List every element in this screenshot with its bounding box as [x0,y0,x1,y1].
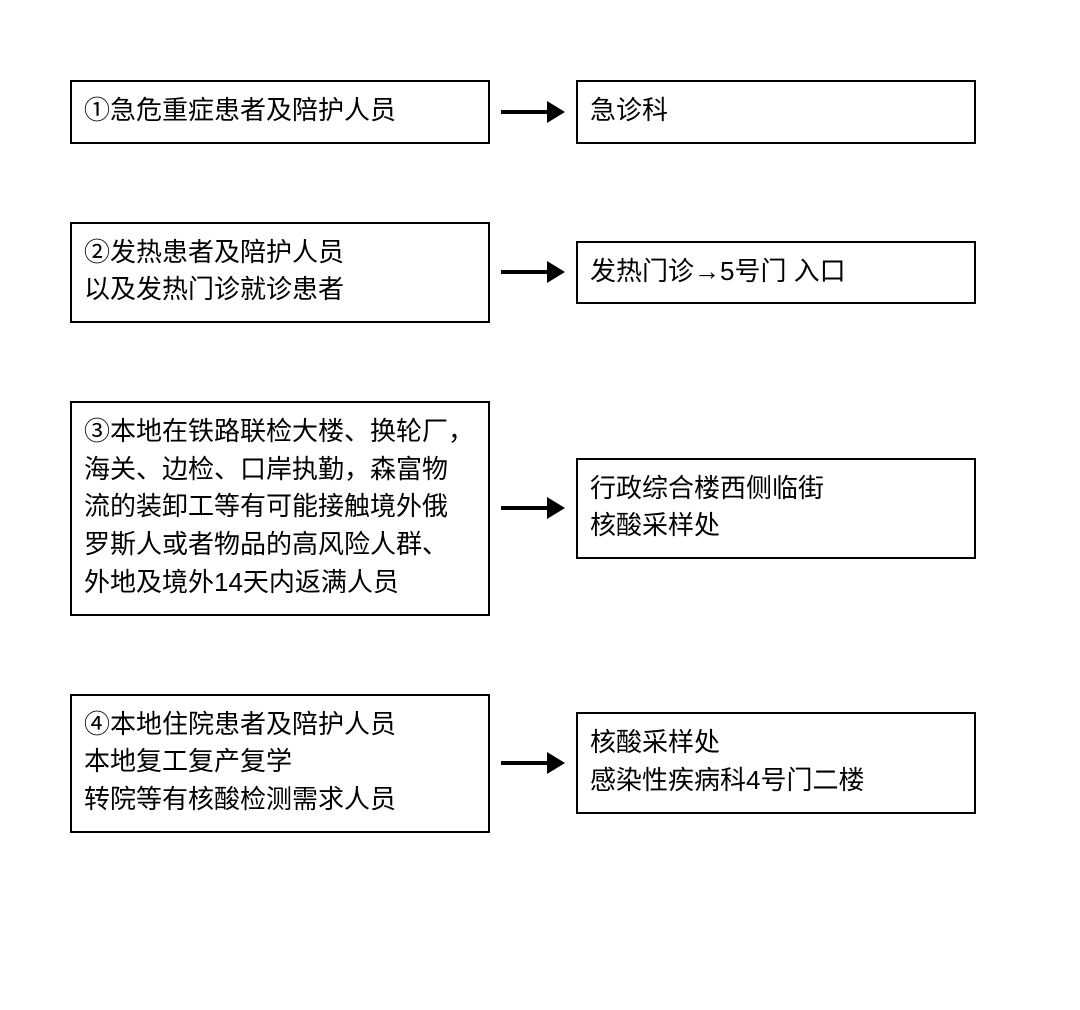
destination-box: 急诊科 [576,80,976,144]
source-box: ④本地住院患者及陪护人员本地复工复产复学转院等有核酸检测需求人员 [70,694,490,833]
box-text-line: 急诊科 [590,92,962,130]
box-text-line: 核酸采样处 [590,724,962,762]
box-text-line: 以及发热门诊就诊患者 [84,271,476,309]
box-text-line: 发热门诊→5号门 入口 [590,253,962,291]
arrow-icon [499,97,567,127]
arrow-icon [499,748,567,778]
box-text-line: 本地复工复产复学 [84,743,476,781]
arrow-icon [499,493,567,523]
flow-row: ④本地住院患者及陪护人员本地复工复产复学转院等有核酸检测需求人员核酸采样处感染性… [70,694,1020,833]
box-text-line: 转院等有核酸检测需求人员 [84,781,476,819]
box-text-line: ④本地住院患者及陪护人员 [84,706,476,744]
flowchart-container: ①急危重症患者及陪护人员 急诊科 ②发热患者及陪护人员以及发热门诊就诊患者 发热门诊→… [70,80,1020,833]
box-text-line: ③本地在铁路联检大楼、换轮厂， [84,413,476,451]
flow-row: ①急危重症患者及陪护人员 急诊科 [70,80,1020,144]
box-text-line: ②发热患者及陪护人员 [84,234,476,272]
destination-box: 核酸采样处感染性疾病科4号门二楼 [576,712,976,813]
box-text-line: 海关、边检、口岸执勤，森富物 [84,451,476,489]
source-box: ①急危重症患者及陪护人员 [70,80,490,144]
arrow-container [490,97,576,127]
box-text-line: 流的装卸工等有可能接触境外俄 [84,488,476,526]
flow-row: ②发热患者及陪护人员以及发热门诊就诊患者 发热门诊→5号门 入口 [70,222,1020,323]
box-text-line: 核酸采样处 [590,507,962,545]
arrow-container [490,257,576,287]
destination-box: 发热门诊→5号门 入口 [576,241,976,305]
flow-row: ③本地在铁路联检大楼、换轮厂，海关、边检、口岸执勤，森富物流的装卸工等有可能接触… [70,401,1020,615]
source-box: ②发热患者及陪护人员以及发热门诊就诊患者 [70,222,490,323]
box-text-line: ①急危重症患者及陪护人员 [84,92,476,130]
arrow-icon [499,257,567,287]
arrow-container [490,493,576,523]
box-text-line: 行政综合楼西侧临街 [590,470,962,508]
box-text-line: 罗斯人或者物品的高风险人群、 [84,526,476,564]
source-box: ③本地在铁路联检大楼、换轮厂，海关、边检、口岸执勤，森富物流的装卸工等有可能接触… [70,401,490,615]
box-text-line: 感染性疾病科4号门二楼 [590,762,962,800]
box-text-line: 外地及境外14天内返满人员 [84,564,476,602]
destination-box: 行政综合楼西侧临街核酸采样处 [576,458,976,559]
arrow-container [490,748,576,778]
